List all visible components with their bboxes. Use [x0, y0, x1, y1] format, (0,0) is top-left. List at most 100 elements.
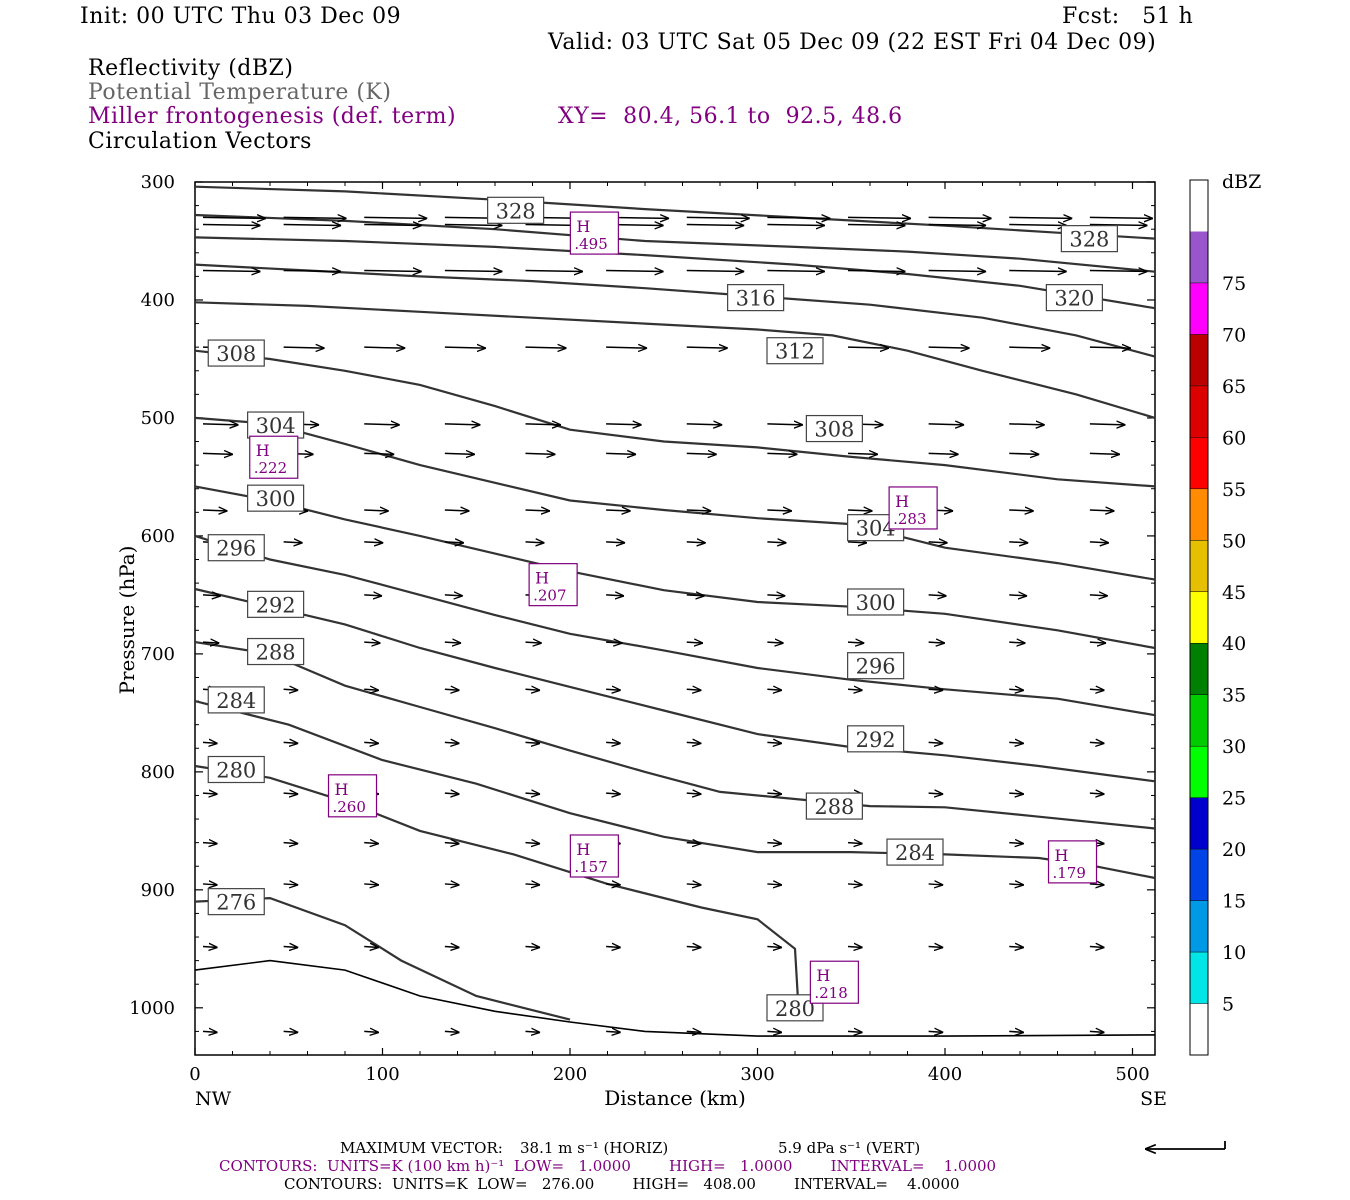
y-tick-label: 700	[141, 644, 175, 665]
contour-label-328: 328	[1069, 228, 1109, 252]
circulation-vector	[928, 793, 944, 794]
colorbar-segment	[1190, 797, 1208, 850]
contour-label-296: 296	[856, 655, 896, 679]
circulation-vector	[767, 510, 792, 511]
circulation-vector	[1009, 347, 1050, 348]
colorbar-level-label: 50	[1222, 530, 1246, 552]
circulation-vector	[444, 542, 464, 543]
circulation-vector	[686, 224, 745, 225]
circulation-vector	[444, 642, 461, 643]
circulation-vector	[444, 742, 460, 743]
contour-label-288: 288	[814, 795, 854, 819]
circulation-vector	[1009, 689, 1024, 690]
frontogenesis-max-value: .222	[254, 459, 287, 477]
colorbar-segment	[1190, 746, 1208, 798]
field-reflectivity: Reflectivity (dBZ)	[88, 56, 294, 81]
frontogenesis-max-box	[888, 486, 938, 530]
x-tick-label: 100	[365, 1064, 399, 1085]
circulation-vector	[444, 424, 481, 425]
theta-contour-320	[194, 236, 1156, 310]
theta-contour-288	[194, 641, 1156, 830]
circulation-vector	[686, 453, 717, 454]
circulation-vector	[847, 270, 906, 271]
colorbar-level-label: 45	[1222, 582, 1246, 604]
frontogenesis-max-box	[569, 834, 619, 878]
colorbar-segment	[1190, 180, 1208, 232]
contour-label-316: 316	[736, 287, 776, 311]
frontogenesis-max-label: H	[335, 780, 349, 799]
circulation-vector	[525, 542, 545, 543]
circulation-vector	[767, 689, 782, 690]
circulation-vector	[1009, 1031, 1024, 1032]
y-tick-label: 1000	[129, 998, 175, 1019]
frontogenesis-max-label: H	[535, 569, 549, 588]
circulation-vector	[686, 793, 702, 794]
circulation-vector	[283, 1031, 299, 1032]
circulation-vector	[847, 843, 863, 844]
circulation-vector	[606, 1031, 621, 1032]
frontogenesis-max-value: .495	[574, 235, 607, 253]
colorbar-level-label: 55	[1222, 479, 1246, 501]
circulation-vector	[364, 510, 389, 511]
circulation-vector	[525, 946, 541, 947]
circulation-vector	[767, 542, 786, 543]
colorbar-level-label: 70	[1222, 324, 1246, 346]
circulation-vector	[1009, 217, 1072, 218]
circulation-vector	[767, 946, 782, 947]
circulation-vector	[767, 793, 782, 794]
contour-label-box	[805, 792, 863, 820]
circulation-vector	[928, 642, 945, 643]
contour-label-276: 276	[216, 891, 256, 915]
max-vector-label: MAXIMUM VECTOR:	[340, 1139, 503, 1157]
circulation-vector	[202, 424, 239, 425]
colorbar-level-label: 35	[1222, 685, 1246, 707]
circulation-vector	[1089, 224, 1148, 225]
theta-contour-312	[194, 301, 1156, 419]
circulation-vector	[525, 843, 541, 844]
circulation-vector	[606, 347, 647, 348]
x-tick-label: 0	[189, 1064, 200, 1085]
circulation-vector	[202, 270, 261, 271]
x-tick-label: 500	[1115, 1064, 1149, 1085]
circulation-vector	[525, 270, 584, 271]
circulation-vector	[202, 595, 221, 596]
circulation-vector	[606, 884, 621, 885]
circulation-vector	[1009, 453, 1039, 454]
circulation-vector	[444, 884, 460, 885]
contour-label-box	[766, 994, 824, 1022]
circulation-vector	[606, 595, 624, 596]
circulation-vector	[202, 453, 233, 454]
plot-frame	[194, 181, 1156, 1056]
circulation-vector	[1009, 884, 1024, 885]
contour-label-288: 288	[256, 641, 296, 665]
circulation-vector	[606, 689, 621, 690]
y-tick-label: 400	[141, 290, 175, 311]
circulation-vector	[1009, 424, 1045, 425]
colorbar-segment	[1190, 488, 1208, 541]
colorbar-level-label: 20	[1222, 839, 1246, 861]
circulation-vector	[202, 510, 228, 511]
colorbar-level-label: 10	[1222, 942, 1246, 964]
circulation-vector	[928, 689, 944, 690]
circulation-vector	[767, 224, 825, 225]
contour-label-328: 328	[496, 199, 536, 223]
circulation-vector	[928, 347, 970, 348]
circulation-vector	[364, 224, 422, 225]
circulation-vector	[364, 689, 379, 690]
circulation-vector	[444, 843, 460, 844]
colorbar-level-label: 65	[1222, 376, 1246, 398]
circulation-vector	[525, 689, 541, 690]
circulation-vector	[1089, 347, 1131, 348]
colorbar-frame	[1189, 179, 1209, 1056]
circulation-vector	[364, 347, 405, 348]
circulation-vector	[928, 217, 992, 218]
x-end-label-left: NW	[195, 1088, 232, 1110]
circulation-vector	[444, 270, 503, 271]
frontogenesis-max-box	[327, 774, 378, 818]
circulation-vector	[1089, 424, 1126, 425]
circulation-vector	[364, 1031, 379, 1032]
circulation-vector	[928, 424, 965, 425]
circulation-vector	[1009, 595, 1027, 596]
circulation-vector	[283, 884, 299, 885]
circulation-vector	[928, 742, 944, 743]
